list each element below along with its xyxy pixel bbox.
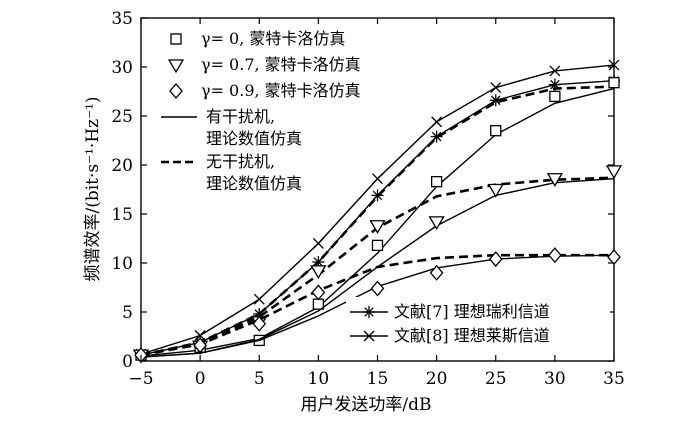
data-point-7-6 — [487, 183, 504, 198]
data-point-10-3 — [311, 284, 326, 301]
data-point-7-7 — [546, 173, 564, 188]
x-tick-label: 0 — [195, 369, 206, 389]
data-point-4-5 — [430, 176, 443, 188]
x-axis-title: 用户发送功率/dB — [300, 395, 431, 415]
y-tick-label: 35 — [111, 9, 133, 29]
legend-label-4-line-0: 无干扰机, — [206, 152, 275, 171]
legend-label-b1: 文献[8] 理想莱斯信道 — [394, 326, 550, 345]
legend-marker-b1 — [363, 330, 375, 342]
legend-marker-2 — [169, 83, 183, 99]
series-line-3 — [140, 87, 615, 357]
data-point-7-5 — [428, 216, 445, 231]
legend-box — [346, 297, 610, 353]
legend-label-3-line-1: 理论数值仿真 — [206, 129, 302, 148]
data-point-10-2 — [252, 315, 267, 332]
y-tick-label: 20 — [111, 156, 133, 176]
x-tick-label: 35 — [603, 369, 625, 389]
data-point-4-7 — [549, 90, 561, 103]
data-point-7-3 — [310, 265, 327, 280]
x-tick-label: 15 — [367, 369, 389, 389]
data-point-7-4 — [369, 220, 386, 235]
data-point-0-8 — [608, 59, 620, 71]
legend-label-3-line-0: 有干扰机, — [206, 107, 275, 126]
data-point-10-8 — [607, 249, 621, 266]
data-point-7-8 — [605, 165, 623, 180]
legend-marker-1 — [167, 59, 185, 74]
x-tick-label: 10 — [308, 369, 330, 389]
legend-marker-0 — [170, 33, 182, 45]
legend-label-b0: 文献[7] 理想瑞利信道 — [394, 302, 550, 321]
series-line-8 — [140, 253, 614, 357]
data-point-0-5 — [431, 116, 443, 128]
x-tick-label: 20 — [426, 369, 448, 389]
x-tick-label: 5 — [254, 369, 265, 389]
legend-marker-b0 — [363, 306, 375, 318]
x-tick-label: 25 — [485, 369, 507, 389]
data-point-10-4 — [370, 280, 385, 297]
y-tick-label: 5 — [122, 303, 133, 323]
data-point-0-3 — [312, 237, 324, 249]
data-point-10-7 — [548, 247, 562, 264]
legend-label-1: γ= 0.7, 蒙特卡洛仿真 — [201, 55, 361, 74]
y-axis-title: 频谱效率/(bit·s⁻¹·Hz⁻¹) — [83, 96, 103, 281]
legend-label-2: γ= 0.9, 蒙特卡洛仿真 — [201, 81, 361, 100]
data-point-4-4 — [371, 239, 384, 252]
y-tick-label: 25 — [111, 107, 133, 127]
y-tick-label: 15 — [111, 205, 133, 225]
data-point-10-1 — [193, 337, 207, 354]
data-point-10-6 — [488, 251, 503, 268]
y-tick-label: 10 — [111, 254, 133, 274]
data-point-0-4 — [372, 173, 383, 185]
data-point-4-8 — [608, 77, 620, 89]
data-point-0-7 — [549, 65, 561, 77]
data-point-4-6 — [490, 125, 502, 137]
y-tick-label: 30 — [111, 58, 133, 78]
data-point-10-5 — [429, 264, 444, 281]
legend-label-0: γ= 0, 蒙特卡洛仿真 — [201, 29, 345, 48]
x-tick-label: −5 — [128, 369, 153, 389]
data-point-0-6 — [490, 82, 502, 94]
data-point-0-2 — [253, 293, 265, 305]
x-tick-label: 30 — [544, 369, 566, 389]
y-tick-label: 0 — [122, 352, 133, 372]
legend-label-4-line-1: 理论数值仿真 — [206, 174, 302, 193]
